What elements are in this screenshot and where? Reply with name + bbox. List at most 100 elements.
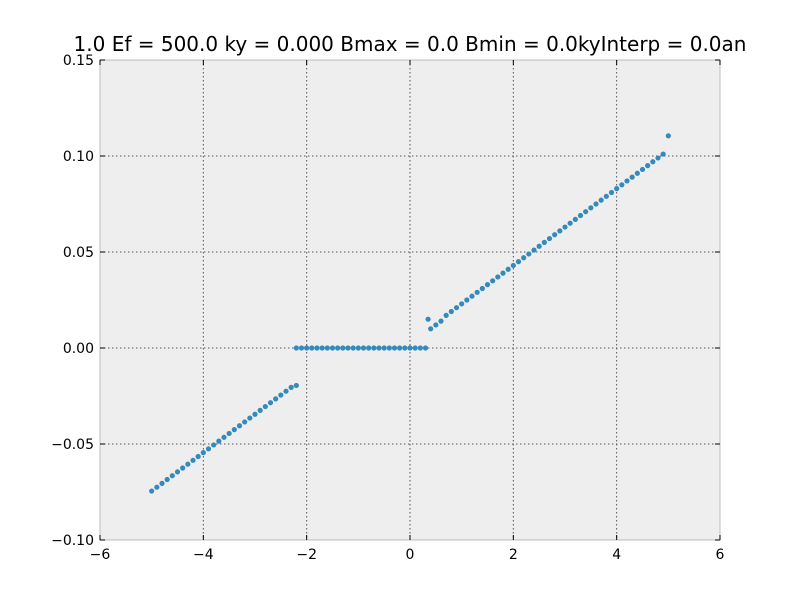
data-point: [154, 484, 160, 490]
data-point: [474, 289, 480, 295]
data-point: [469, 293, 475, 299]
data-point: [443, 312, 449, 318]
data-point: [350, 345, 356, 351]
data-point: [180, 465, 186, 471]
data-point: [619, 182, 625, 188]
data-point: [283, 388, 289, 394]
data-point: [660, 151, 666, 157]
data-point: [159, 480, 165, 486]
data-point: [438, 318, 444, 324]
data-point: [262, 403, 268, 410]
data-point: [190, 457, 196, 463]
data-point: [552, 232, 558, 238]
data-point: [428, 326, 434, 332]
data-point: [200, 450, 206, 456]
data-point: [211, 442, 217, 448]
data-point: [407, 345, 413, 351]
data-point: [536, 243, 542, 249]
chart-title: 1.0 Ef = 500.0 ky = 0.000 Bmax = 0.0 Bmi…: [74, 32, 747, 56]
data-point: [371, 345, 377, 351]
data-point: [562, 224, 568, 230]
data-point: [174, 469, 181, 475]
data-point: [345, 345, 351, 351]
data-point: [412, 345, 418, 351]
data-point: [386, 345, 392, 351]
data-point: [298, 345, 305, 351]
data-point: [366, 345, 372, 351]
data-point: [464, 297, 470, 303]
data-point: [629, 174, 635, 180]
data-point: [149, 488, 155, 494]
data-point: [521, 255, 527, 261]
data-point: [453, 305, 460, 311]
data-point: [231, 427, 237, 433]
data-point: [484, 282, 491, 288]
x-tick-label: −2: [296, 547, 317, 563]
data-point: [495, 274, 501, 280]
data-point: [216, 438, 222, 444]
data-point: [252, 411, 258, 417]
data-point: [557, 228, 563, 234]
data-point: [278, 392, 284, 398]
data-point: [293, 382, 299, 389]
data-point: [185, 461, 191, 467]
data-point: [572, 216, 578, 222]
data-point: [324, 345, 330, 351]
data-points: [149, 133, 671, 494]
y-tick-label: −0.10: [51, 533, 94, 549]
y-tick-label: 0.00: [63, 341, 94, 357]
data-point: [267, 400, 274, 406]
data-point: [433, 322, 439, 328]
data-point: [425, 316, 431, 322]
data-point: [376, 345, 382, 351]
x-axis-tick-labels: −6 −4 −2 0 2 4 6: [90, 547, 725, 563]
data-point: [603, 193, 609, 199]
data-point: [510, 262, 516, 269]
data-point: [247, 415, 253, 421]
data-point: [479, 285, 485, 292]
data-point: [526, 251, 532, 257]
x-tick-label: 0: [406, 547, 415, 563]
data-point: [577, 212, 584, 219]
y-tick-label: 0.10: [63, 149, 94, 165]
data-point: [608, 189, 615, 196]
y-tick-label: 0.05: [63, 245, 94, 261]
x-tick-label: 6: [716, 547, 725, 563]
data-point: [226, 430, 232, 437]
data-point: [288, 384, 294, 390]
y-tick-label: 0.15: [63, 53, 94, 69]
data-point: [598, 197, 604, 203]
data-point: [236, 423, 243, 429]
data-point: [583, 209, 589, 215]
data-point: [319, 345, 325, 351]
x-tick-label: −6: [90, 547, 111, 563]
data-point: [340, 345, 346, 351]
data-point: [195, 453, 201, 460]
data-point: [205, 446, 212, 452]
data-point: [314, 345, 320, 351]
data-point: [593, 201, 599, 207]
data-point: [360, 345, 367, 351]
data-point: [381, 345, 387, 351]
x-tick-label: −4: [193, 547, 214, 563]
x-tick-label: 2: [509, 547, 518, 563]
data-point: [169, 473, 175, 479]
data-point: [257, 407, 263, 413]
data-point: [490, 278, 496, 284]
data-point: [304, 345, 310, 351]
y-axis-tick-labels: −0.10 −0.05 0.00 0.05 0.10 0.15: [51, 53, 94, 549]
data-point: [531, 247, 537, 253]
data-point: [335, 345, 341, 351]
data-point: [422, 345, 429, 351]
data-point: [614, 186, 620, 192]
data-point: [655, 155, 661, 161]
data-point: [397, 345, 403, 351]
data-point: [515, 259, 522, 265]
data-point: [309, 345, 315, 351]
data-point: [293, 345, 299, 351]
data-point: [355, 345, 361, 351]
data-point: [402, 345, 408, 351]
data-point: [417, 345, 423, 351]
data-point: [505, 266, 511, 272]
